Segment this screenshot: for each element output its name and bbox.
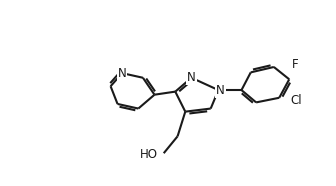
Text: N: N: [118, 67, 127, 80]
Text: N: N: [187, 71, 196, 84]
Text: N: N: [216, 84, 225, 97]
Text: F: F: [292, 58, 299, 71]
Text: HO: HO: [140, 148, 158, 161]
Text: Cl: Cl: [290, 94, 302, 107]
